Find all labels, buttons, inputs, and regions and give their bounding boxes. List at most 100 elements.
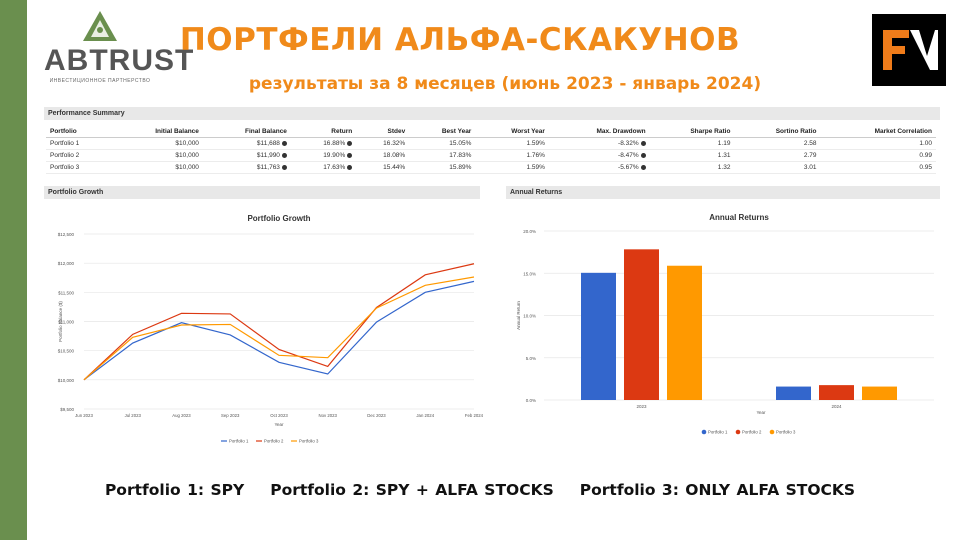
table-cell: 1.76% [475, 149, 549, 162]
y-tick-label: $12,500 [58, 232, 75, 237]
table-cell: $11,763 [202, 161, 291, 174]
footer-portfolio-2: Portfolio 2: SPY + ALFA STOCKS [270, 481, 554, 499]
table-cell: 17.63% [290, 161, 357, 174]
abtrust-logo: ABTRUST ИНВЕСТИЦИОННОЕ ПАРТНЕРСТВО [44, 10, 193, 88]
column-header: Portfolio [46, 126, 112, 138]
bar-2024-portfolio-3 [862, 386, 897, 400]
cell-value: 1.59% [526, 164, 545, 171]
table-cell: 1.19 [649, 137, 735, 150]
x-axis-label: Year [756, 410, 766, 415]
bar-2023-portfolio-2 [624, 249, 659, 400]
y-tick-label: 15.0% [523, 271, 536, 276]
cell-value: 18.08% [383, 152, 406, 159]
y-tick-label: $10,500 [58, 349, 75, 354]
bar-2024-portfolio-2 [819, 385, 854, 400]
x-tick-label: Jun 2023 [75, 413, 93, 418]
abtrust-logo-mark [83, 11, 117, 41]
cell-value: 1.19 [717, 140, 731, 147]
table-cell: 15.05% [409, 137, 476, 150]
cell-value: 1.76% [526, 152, 545, 159]
table-cell: 2.58 [734, 137, 821, 150]
column-header: Worst Year [475, 126, 549, 138]
annual-returns-header: Annual Returns [506, 186, 940, 199]
y-axis-label: Portfolio Balance ($) [58, 301, 63, 342]
cell-value: $11,763 [256, 164, 280, 171]
cell-value: 3.01 [803, 164, 817, 171]
footer-portfolio-3: Portfolio 3: ONLY ALFA STOCKS [579, 481, 856, 499]
series-line-2 [83, 263, 475, 381]
column-header: Initial Balance [111, 126, 203, 138]
legend-label: Portfolio 1 [708, 430, 728, 435]
x-axis-label: Year [274, 422, 284, 427]
cell-value: -5.67% [618, 164, 639, 171]
info-icon[interactable] [347, 152, 353, 158]
info-icon[interactable] [640, 164, 646, 170]
table-cell: 1.59% [475, 137, 549, 150]
page-subtitle: результаты за 8 месяцев (июнь 2023 - янв… [248, 74, 762, 94]
x-tick-label: Feb 2024 [465, 413, 484, 418]
table-cell: $11,990 [202, 149, 291, 162]
cell-value: 1.31 [717, 152, 731, 159]
abtrust-logo-subtitle: ИНВЕСТИЦИОННОЕ ПАРТНЕРСТВО [49, 78, 151, 84]
x-tick-label: 2023 [636, 404, 647, 409]
table-cell: 0.95 [820, 161, 936, 174]
table-header-row: Portfolio Initial Balance Final Balance Ret… [46, 126, 936, 138]
annual-returns-chart: Annual Returns 0.0% 5.0% 10.0% 15.0% 20.0% 202… [516, 213, 934, 435]
info-icon[interactable] [640, 140, 646, 146]
x-tick-label: Oct 2023 [270, 413, 288, 418]
page-title: ПОРТФЕЛИ АЛЬФА-СКАКУНОВ [179, 22, 741, 58]
column-header: Sharpe Ratio [649, 126, 735, 138]
x-tick-label: Dec 2023 [367, 413, 386, 418]
info-icon[interactable] [347, 140, 353, 146]
performance-summary-table: Portfolio Initial Balance Final Balance Ret… [46, 126, 936, 174]
portfolio-growth-chart: Portfolio Growth $9,500 $10,000 $10,500 $11,… [58, 214, 484, 444]
table-cell: 1.32 [649, 161, 735, 174]
info-icon[interactable] [281, 140, 287, 146]
info-icon[interactable] [347, 164, 353, 170]
cell-value: 15.05% [449, 140, 472, 147]
left-accent-bar [0, 0, 27, 540]
portfolio-legend-footer: Portfolio 1: SPY Portfolio 2: SPY + ALFA … [0, 481, 960, 499]
legend-label: Portfolio 2 [742, 430, 762, 435]
info-icon[interactable] [281, 164, 287, 170]
y-tick-label: 20.0% [523, 229, 536, 234]
table-cell: 19.90% [290, 149, 357, 162]
series-line-3 [83, 276, 475, 381]
cell-value: 1.32 [717, 164, 731, 171]
column-header: Return [290, 126, 357, 138]
info-icon[interactable] [281, 152, 287, 158]
legend-label: Portfolio 1 [229, 439, 249, 444]
legend-swatch [769, 429, 775, 435]
cell-value: -8.47% [618, 152, 639, 159]
bar-2023-portfolio-1 [581, 272, 616, 400]
table-cell: $10,000 [111, 161, 203, 174]
table-row: Portfolio 3 $10,000 $11,763 17.63% 15.44% 15.… [46, 161, 936, 174]
table-cell: $10,000 [111, 149, 203, 162]
table-cell: 17.83% [409, 149, 476, 162]
cell-value: 15.44% [383, 164, 406, 171]
cell-value: $11,990 [256, 152, 280, 159]
performance-summary-header: Performance Summary [44, 107, 940, 120]
cell-value: 1.00 [919, 140, 932, 147]
info-icon[interactable] [640, 152, 646, 158]
table-cell: $11,688 [202, 137, 291, 150]
cell-value: $10,000 [175, 140, 199, 147]
y-tick-label: $9,500 [60, 407, 74, 412]
cell-value: 17.83% [449, 152, 472, 159]
y-tick-label: 10.0% [523, 314, 536, 319]
cell-value: 16.32% [383, 140, 406, 147]
table-cell: 18.08% [356, 149, 410, 162]
y-tick-label: $12,000 [58, 261, 75, 266]
cell-value: -8.32% [618, 140, 639, 147]
x-tick-label: Jul 2023 [125, 413, 142, 418]
column-header: Market Correlation [820, 126, 936, 138]
table-cell: 2.79 [734, 149, 821, 162]
legend-label: Portfolio 2 [264, 439, 284, 444]
x-tick-label: Aug 2023 [172, 413, 191, 418]
table-body: Portfolio 1 $10,000 $11,688 16.88% 16.32% 15.… [46, 137, 936, 174]
x-tick-label: Sep 2023 [221, 413, 240, 418]
legend-swatch [735, 429, 741, 435]
column-header: Stdev [356, 126, 410, 138]
table-cell: -5.67% [548, 161, 650, 174]
column-header: Best Year [409, 126, 476, 138]
